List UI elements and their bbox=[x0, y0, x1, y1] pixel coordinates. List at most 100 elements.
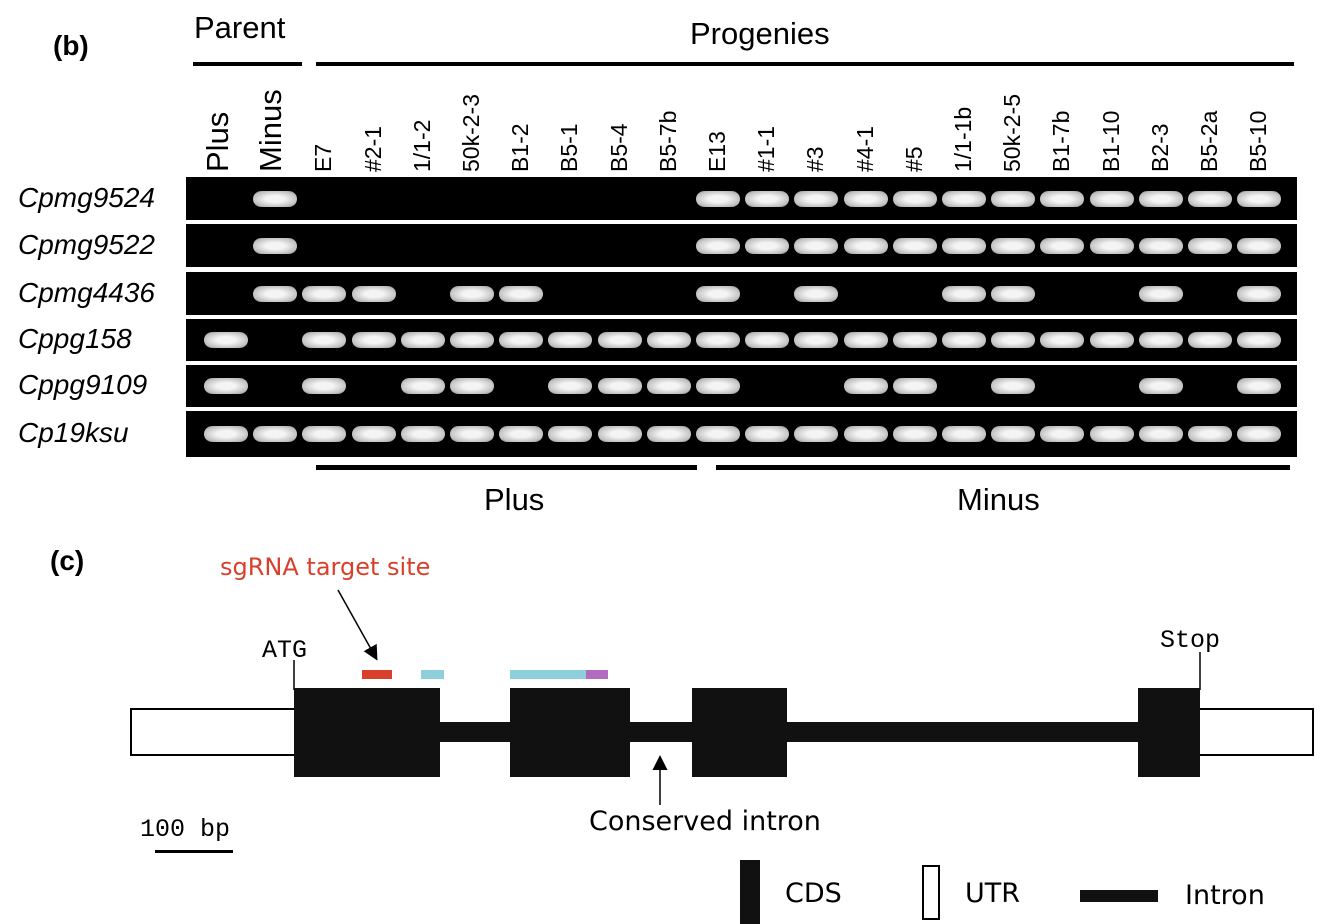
gel-band bbox=[302, 285, 347, 302]
legend-cds-label: CDS bbox=[785, 878, 842, 909]
gel-band bbox=[1040, 426, 1085, 442]
gel-band bbox=[1188, 426, 1232, 442]
gel-band bbox=[1237, 426, 1282, 442]
domain-mark-2 bbox=[510, 670, 586, 679]
gene-label: Cppg158 bbox=[18, 323, 132, 354]
gel-band bbox=[1138, 285, 1183, 302]
gel-band bbox=[302, 426, 347, 442]
gel-band bbox=[400, 332, 445, 348]
gel-band bbox=[1188, 190, 1232, 207]
gel-band bbox=[548, 378, 593, 394]
legend-cds-swatch bbox=[740, 860, 760, 924]
gene-label: Cpmg9524 bbox=[18, 181, 155, 213]
gel-row bbox=[186, 224, 1297, 267]
gel-band bbox=[351, 285, 396, 302]
exon-1 bbox=[294, 688, 440, 777]
gel-band bbox=[892, 190, 937, 207]
gel-band bbox=[794, 190, 839, 207]
gene-label: Cpmg9522 bbox=[18, 228, 155, 260]
gel-band bbox=[892, 332, 937, 348]
gel-band bbox=[696, 332, 740, 348]
gel-band bbox=[400, 378, 445, 394]
gel-band bbox=[991, 426, 1036, 442]
gel-band bbox=[745, 426, 790, 442]
gel-band bbox=[991, 285, 1036, 302]
sgrna-site-mark bbox=[362, 670, 392, 679]
gel-band bbox=[942, 190, 986, 207]
gel-band bbox=[892, 426, 937, 442]
intron-1 bbox=[440, 722, 510, 742]
gel-band bbox=[450, 332, 494, 348]
minus-group-bar bbox=[716, 465, 1290, 470]
gel-band bbox=[1237, 237, 1282, 254]
progenies-header: Progenies bbox=[690, 16, 830, 51]
legend-intron-label: Intron bbox=[1185, 880, 1265, 911]
legend-intron-swatch bbox=[1080, 890, 1158, 902]
domain-mark-3 bbox=[586, 670, 608, 679]
panel-b-label: (b) bbox=[53, 30, 89, 61]
gel-band bbox=[351, 332, 396, 348]
scale-bar-label: 100 bp bbox=[140, 815, 231, 844]
gel-band bbox=[646, 426, 691, 442]
panel-c-label: (c) bbox=[50, 545, 85, 576]
gel-band bbox=[991, 332, 1036, 348]
gel-band bbox=[1040, 237, 1085, 254]
gel-band bbox=[843, 378, 888, 394]
gel-band bbox=[1237, 378, 1282, 394]
gel-band bbox=[499, 332, 544, 348]
gel-band bbox=[450, 378, 494, 394]
gel-band bbox=[646, 332, 691, 348]
gel-band bbox=[843, 332, 888, 348]
gel-band bbox=[1040, 332, 1085, 348]
gel-band bbox=[204, 378, 248, 394]
gel-band bbox=[597, 426, 642, 442]
gel-band bbox=[1089, 237, 1134, 254]
gel-band bbox=[499, 426, 544, 442]
gel-band bbox=[597, 378, 642, 394]
gel-band bbox=[745, 332, 790, 348]
gel-band bbox=[400, 426, 445, 442]
gel-row bbox=[186, 365, 1297, 407]
intron-2-conserved bbox=[630, 722, 692, 742]
gel-band bbox=[1237, 190, 1282, 207]
gel-band bbox=[253, 190, 298, 207]
gel-band bbox=[646, 378, 691, 394]
gel-band bbox=[991, 378, 1036, 394]
gel-band bbox=[942, 285, 986, 302]
gel-band bbox=[696, 190, 740, 207]
parent-bracket bbox=[193, 62, 302, 66]
gel-band bbox=[548, 332, 593, 348]
gel-band bbox=[1138, 426, 1183, 442]
utr-3prime bbox=[1198, 708, 1314, 756]
gel-band bbox=[253, 237, 298, 254]
gel-band bbox=[1089, 332, 1134, 348]
gel-band bbox=[745, 237, 790, 254]
gel-band bbox=[794, 237, 839, 254]
intron-3 bbox=[787, 722, 1138, 742]
gel-band bbox=[1138, 332, 1183, 348]
gel-band bbox=[450, 426, 494, 442]
scale-bar bbox=[155, 850, 233, 853]
gel-band bbox=[892, 237, 937, 254]
gel-band bbox=[696, 237, 740, 254]
gel-band bbox=[1188, 332, 1232, 348]
gel-band bbox=[351, 426, 396, 442]
gel-band bbox=[843, 237, 888, 254]
gel-band bbox=[597, 332, 642, 348]
gel-band bbox=[745, 190, 790, 207]
gene-label: Cp19ksu bbox=[18, 417, 129, 448]
plus-group-label: Plus bbox=[484, 482, 545, 517]
gel-band bbox=[1138, 378, 1183, 394]
plus-group-bar bbox=[316, 465, 697, 470]
gel-band bbox=[843, 190, 888, 207]
gel-band bbox=[1237, 285, 1282, 302]
gel-band bbox=[696, 426, 740, 442]
gel-band bbox=[499, 285, 544, 302]
gel-band bbox=[450, 285, 494, 302]
gel-band bbox=[942, 426, 986, 442]
gel-band bbox=[696, 378, 740, 394]
exon-2 bbox=[510, 688, 630, 777]
gel-band bbox=[1237, 332, 1282, 348]
gel-band bbox=[942, 332, 986, 348]
